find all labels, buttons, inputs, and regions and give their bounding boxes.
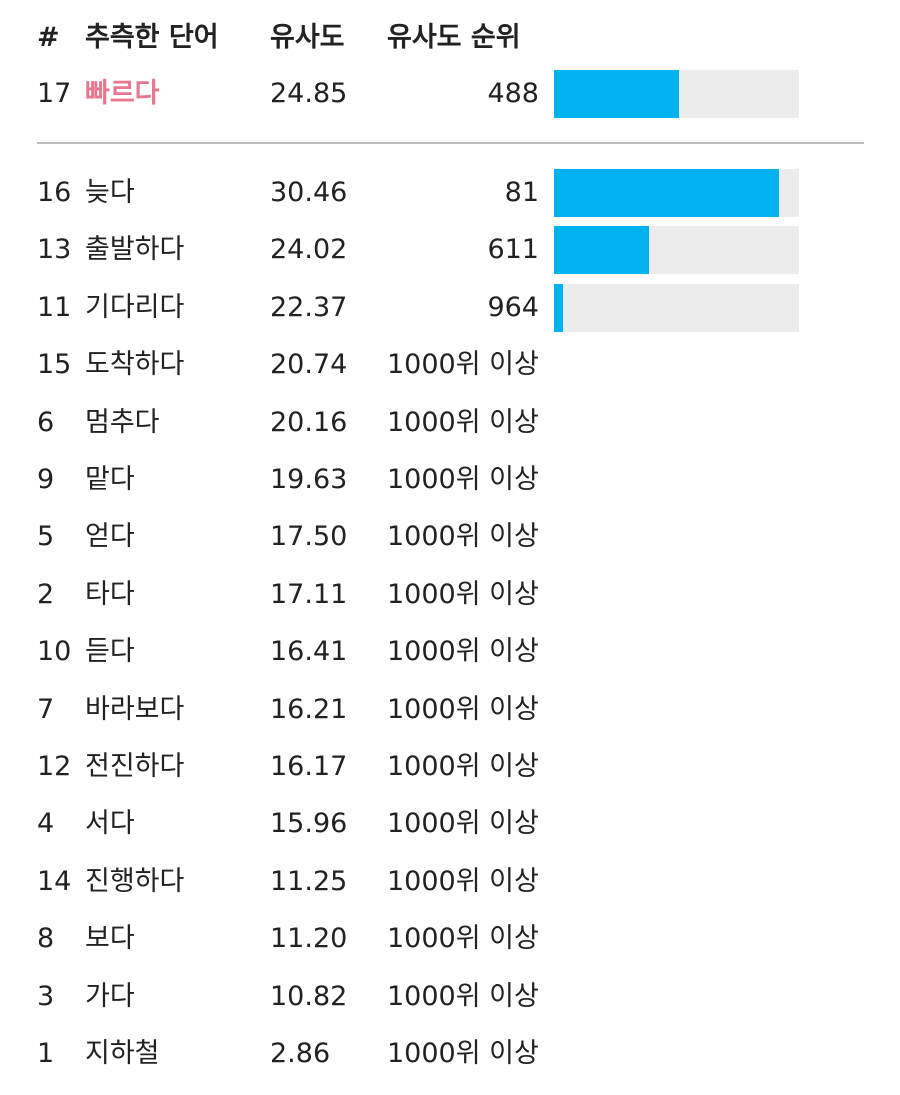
guess-similarity: 11.20 bbox=[270, 923, 348, 955]
guess-word: 기다리다 bbox=[85, 291, 185, 323]
guess-number: 11 bbox=[37, 291, 72, 323]
guess-rank-bar-fill bbox=[554, 283, 563, 332]
latest-guess-rank-bar bbox=[554, 70, 799, 118]
guess-number: 4 bbox=[37, 808, 55, 840]
guess-number: 7 bbox=[37, 693, 55, 725]
guess-number: 9 bbox=[37, 464, 55, 495]
guess-number: 2 bbox=[37, 578, 55, 610]
latest-guess-rank-bar-fill bbox=[554, 70, 679, 118]
latest-guess-similarity: 24.85 bbox=[270, 78, 348, 109]
guess-row: 13 출발하다 24.02 611 bbox=[0, 222, 900, 278]
guess-row: 1 지하철 2.86 1000위 이상 bbox=[0, 1026, 900, 1082]
guess-rank: 1000위 이상 bbox=[387, 636, 539, 668]
guess-word: 지하철 bbox=[85, 1038, 160, 1069]
guess-number: 13 bbox=[37, 234, 72, 266]
guess-number: 5 bbox=[37, 521, 55, 553]
header-similarity: 유사도 bbox=[270, 22, 345, 53]
guess-rank: 1000위 이상 bbox=[387, 406, 539, 438]
guess-similarity: 16.17 bbox=[270, 751, 348, 782]
guess-rank-bar-fill bbox=[554, 169, 779, 217]
guess-row: 8 보다 11.20 1000위 이상 bbox=[0, 911, 900, 967]
guess-rank-bar-fill bbox=[554, 226, 649, 275]
guess-word: 맡다 bbox=[85, 464, 135, 495]
guess-number: 14 bbox=[37, 865, 72, 897]
guess-rank-bar bbox=[554, 169, 799, 217]
guess-row: 11 기다리다 22.37 964 bbox=[0, 280, 900, 336]
guess-similarity: 16.21 bbox=[270, 693, 348, 725]
guess-number: 12 bbox=[37, 751, 72, 782]
guess-number: 16 bbox=[37, 177, 72, 208]
guess-number: 15 bbox=[37, 349, 72, 381]
guess-row: 15 도착하다 20.74 1000위 이상 bbox=[0, 337, 900, 393]
guess-rank: 1000위 이상 bbox=[387, 865, 539, 897]
guess-word: 멈추다 bbox=[85, 406, 160, 438]
guess-number: 1 bbox=[37, 1038, 55, 1069]
guess-number: 8 bbox=[37, 923, 55, 955]
divider bbox=[37, 142, 864, 144]
guess-row: 2 타다 17.11 1000위 이상 bbox=[0, 567, 900, 623]
guess-row: 14 진행하다 11.25 1000위 이상 bbox=[0, 854, 900, 910]
header-guessed-word: 추측한 단어 bbox=[85, 22, 219, 53]
guess-rank: 1000위 이상 bbox=[387, 349, 539, 381]
guess-rank: 1000위 이상 bbox=[387, 808, 539, 840]
guess-similarity: 30.46 bbox=[270, 177, 348, 208]
guess-rank-bar bbox=[554, 226, 799, 275]
guess-row: 16 늦다 30.46 81 bbox=[0, 165, 900, 221]
latest-guess-number: 17 bbox=[37, 78, 72, 109]
guess-word: 타다 bbox=[85, 578, 135, 610]
guess-row: 4 서다 15.96 1000위 이상 bbox=[0, 796, 900, 852]
table-header: # 추측한 단어 유사도 유사도 순위 bbox=[0, 10, 900, 66]
guess-similarity: 20.74 bbox=[270, 349, 348, 381]
guess-rank: 611 bbox=[487, 234, 539, 266]
guess-rank: 1000위 이상 bbox=[387, 464, 539, 495]
guess-number: 6 bbox=[37, 406, 55, 438]
guess-row: 3 가다 10.82 1000위 이상 bbox=[0, 969, 900, 1025]
guess-similarity: 15.96 bbox=[270, 808, 348, 840]
guess-rank: 1000위 이상 bbox=[387, 980, 539, 1012]
guess-similarity: 11.25 bbox=[270, 865, 348, 897]
guess-word: 늦다 bbox=[85, 177, 135, 208]
guess-rank: 1000위 이상 bbox=[387, 923, 539, 955]
guess-word: 가다 bbox=[85, 980, 135, 1012]
header-number: # bbox=[37, 22, 60, 53]
guess-similarity: 17.11 bbox=[270, 578, 348, 610]
guess-word: 바라보다 bbox=[85, 693, 185, 725]
guess-word: 출발하다 bbox=[85, 234, 185, 266]
guess-word: 얻다 bbox=[85, 521, 135, 553]
guess-similarity: 24.02 bbox=[270, 234, 348, 266]
guess-rank: 1000위 이상 bbox=[387, 1038, 539, 1069]
guess-rank: 964 bbox=[487, 291, 539, 323]
guess-row: 12 전진하다 16.17 1000위 이상 bbox=[0, 739, 900, 795]
guess-word: 서다 bbox=[85, 808, 135, 840]
guess-word: 전진하다 bbox=[85, 751, 185, 782]
guess-rank: 1000위 이상 bbox=[387, 521, 539, 553]
latest-guess-word: 빠르다 bbox=[85, 78, 160, 109]
guess-word: 듣다 bbox=[85, 636, 135, 668]
guess-similarity: 20.16 bbox=[270, 406, 348, 438]
header-similarity-rank: 유사도 순위 bbox=[387, 22, 521, 53]
guess-word: 진행하다 bbox=[85, 865, 185, 897]
guess-row: 9 맡다 19.63 1000위 이상 bbox=[0, 452, 900, 508]
guess-row: 10 듣다 16.41 1000위 이상 bbox=[0, 624, 900, 680]
guess-similarity: 17.50 bbox=[270, 521, 348, 553]
guess-rank: 1000위 이상 bbox=[387, 693, 539, 725]
guess-number: 10 bbox=[37, 636, 72, 668]
guess-row: 6 멈추다 20.16 1000위 이상 bbox=[0, 395, 900, 451]
guess-number: 3 bbox=[37, 980, 55, 1012]
guess-rank: 81 bbox=[504, 177, 539, 208]
guess-similarity: 22.37 bbox=[270, 291, 348, 323]
guess-rank: 1000위 이상 bbox=[387, 751, 539, 782]
guess-word: 보다 bbox=[85, 923, 135, 955]
guess-row: 7 바라보다 16.21 1000위 이상 bbox=[0, 682, 900, 738]
guess-similarity: 2.86 bbox=[270, 1038, 331, 1069]
guess-similarity: 16.41 bbox=[270, 636, 348, 668]
latest-guess-row: 17 빠르다 24.85 488 bbox=[0, 66, 900, 122]
latest-guess-rank: 488 bbox=[487, 78, 539, 109]
guess-similarity: 10.82 bbox=[270, 980, 348, 1012]
guess-similarity: 19.63 bbox=[270, 464, 348, 495]
guess-word: 도착하다 bbox=[85, 349, 185, 381]
guess-rank-bar bbox=[554, 283, 799, 332]
guess-rank: 1000위 이상 bbox=[387, 578, 539, 610]
guess-row: 5 얻다 17.50 1000위 이상 bbox=[0, 509, 900, 565]
